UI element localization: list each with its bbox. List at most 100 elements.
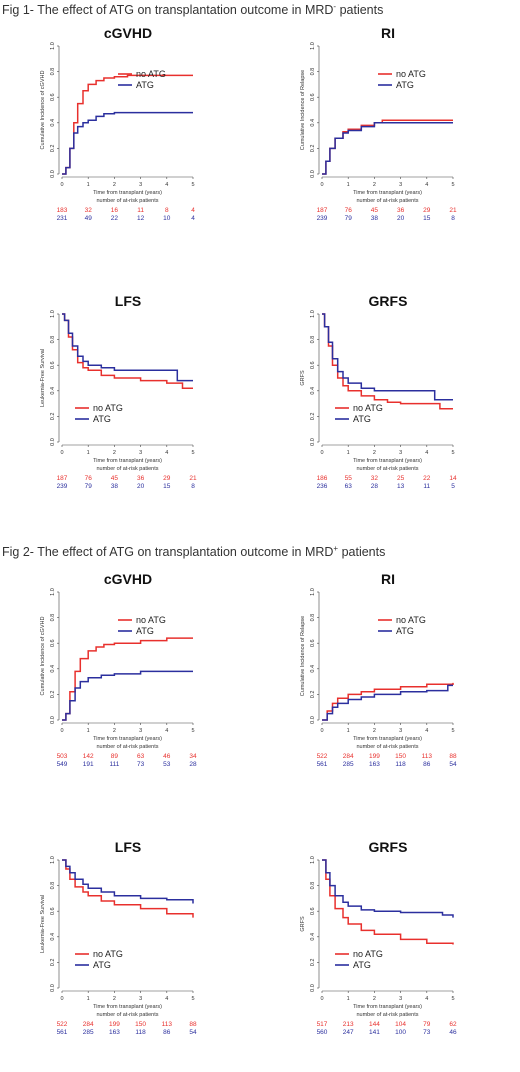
risk-count: 16 — [111, 207, 119, 214]
risk-count: 150 — [135, 1021, 146, 1028]
risk-count: 45 — [111, 475, 119, 482]
x-tick-label: 1 — [347, 450, 350, 456]
x-tick-label: 4 — [165, 450, 168, 456]
x-tick-label: 0 — [320, 450, 323, 456]
risk-count: 79 — [345, 215, 353, 222]
risk-count: 28 — [371, 483, 379, 490]
y-tick-label: 0.0 — [50, 170, 56, 178]
chart-panel-fig2-ri: RI 0.0 0.2 0.4 0.6 0.8 1.0 0 1 2 3 4 5 Cumulative Inc… — [300, 571, 457, 768]
risk-count: 88 — [189, 1021, 197, 1028]
risk-count: 46 — [163, 753, 171, 760]
risk-count: 11 — [137, 207, 144, 214]
risk-count: 150 — [395, 753, 406, 760]
series-line-no-atg — [62, 637, 193, 721]
risk-count: 63 — [345, 483, 353, 490]
risk-count: 187 — [57, 475, 68, 482]
x-tick-label: 3 — [399, 996, 402, 1002]
risk-count: 104 — [395, 1021, 406, 1028]
risk-count: 522 — [57, 1021, 68, 1028]
figure-1-title: Fig 1- The effect of ATG on transplantat… — [2, 2, 383, 17]
risk-count: 142 — [83, 753, 94, 760]
x-tick-label: 1 — [87, 450, 90, 456]
x-tick-label: 1 — [347, 728, 350, 734]
risk-count: 49 — [85, 215, 93, 222]
risk-count: 22 — [111, 215, 119, 222]
y-tick-label: 0.4 — [50, 933, 56, 941]
y-tick-label: 0.6 — [310, 907, 316, 915]
figure-2-title-sup: + — [333, 544, 339, 553]
x-tick-label: 5 — [451, 182, 454, 188]
y-tick-label: 1.0 — [50, 42, 56, 50]
risk-count: 561 — [317, 761, 328, 768]
x-axis-label: Time from transplant (years) — [93, 736, 162, 742]
y-tick-label: 1.0 — [310, 310, 316, 318]
legend-label: no ATG — [136, 69, 166, 79]
risk-count: 32 — [371, 475, 379, 482]
y-axis-label: Cumulative Incidence of cGVHD — [40, 617, 46, 696]
y-tick-label: 0.4 — [50, 119, 56, 127]
risk-count: 73 — [423, 1029, 431, 1036]
y-tick-label: 1.0 — [50, 588, 56, 596]
chart-title: GRFS — [369, 839, 408, 855]
risk-count: 10 — [163, 215, 171, 222]
series-line-no-atg — [62, 313, 193, 389]
x-tick-label: 0 — [60, 996, 63, 1002]
x-tick-label: 3 — [139, 996, 142, 1002]
figure-2-title: Fig 2- The effect of ATG on transplantat… — [2, 544, 385, 559]
y-tick-label: 0.0 — [50, 984, 56, 992]
y-tick-label: 0.8 — [50, 336, 56, 344]
x-tick-label: 3 — [139, 728, 142, 734]
series-line-no-atg — [322, 682, 454, 721]
risk-count: 213 — [343, 1021, 354, 1028]
y-tick-label: 0.6 — [310, 361, 316, 369]
risk-count: 13 — [397, 483, 405, 490]
y-tick-label: 0.4 — [50, 665, 56, 673]
y-tick-label: 0.6 — [310, 93, 316, 101]
x-tick-label: 2 — [113, 996, 116, 1002]
risk-count: 21 — [449, 207, 457, 214]
risk-count: 113 — [422, 753, 433, 760]
y-axis-label: GRFS — [300, 370, 306, 386]
x-tick-label: 3 — [399, 450, 402, 456]
risk-count: 63 — [137, 753, 145, 760]
legend-label: ATG — [353, 414, 371, 424]
risk-count: 28 — [189, 761, 197, 768]
y-axis-label: Cumulative Incidence of cGVHD — [40, 71, 46, 150]
x-axis-label: Time from transplant (years) — [93, 1004, 162, 1010]
y-axis-label: Leukemia-Free Survival — [40, 895, 46, 953]
risk-table-title: number of at-risk patients — [96, 198, 158, 204]
figure-1-title-text: Fig 1- The effect of ATG on transplantat… — [2, 3, 334, 18]
risk-count: 15 — [423, 215, 431, 222]
risk-count: 186 — [317, 475, 328, 482]
x-tick-label: 3 — [399, 182, 402, 188]
x-tick-label: 0 — [320, 182, 323, 188]
risk-count: 29 — [163, 475, 171, 482]
risk-count: 118 — [135, 1029, 146, 1036]
series-line-atg — [62, 670, 193, 721]
y-axis-label: GRFS — [300, 916, 306, 932]
risk-count: 199 — [369, 753, 380, 760]
risk-count: 15 — [163, 483, 171, 490]
x-axis-label: Time from transplant (years) — [353, 190, 422, 196]
y-tick-label: 0.8 — [310, 336, 316, 344]
y-tick-label: 0.4 — [50, 387, 56, 395]
y-tick-label: 0.6 — [50, 361, 56, 369]
x-tick-label: 2 — [373, 450, 376, 456]
y-tick-label: 0.0 — [310, 716, 316, 724]
y-tick-label: 0.4 — [310, 119, 316, 127]
x-tick-label: 1 — [87, 182, 90, 188]
risk-count: 79 — [423, 1021, 431, 1028]
risk-count: 549 — [57, 761, 68, 768]
legend-label: ATG — [396, 626, 414, 636]
y-tick-label: 0.6 — [50, 639, 56, 647]
legend-label: ATG — [396, 80, 414, 90]
risk-count: 36 — [397, 207, 405, 214]
risk-count: 76 — [345, 207, 353, 214]
risk-count: 55 — [345, 475, 353, 482]
y-tick-label: 0.2 — [50, 145, 56, 153]
risk-count: 113 — [162, 1021, 173, 1028]
y-tick-label: 0.4 — [310, 387, 316, 395]
legend-label: no ATG — [93, 949, 123, 959]
x-tick-label: 3 — [139, 182, 142, 188]
